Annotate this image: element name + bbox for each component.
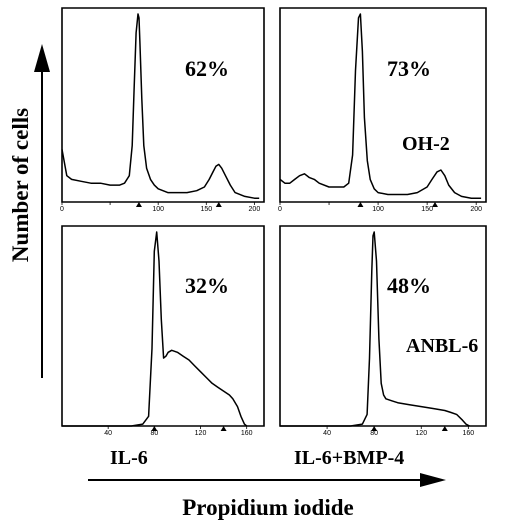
histogram-panel-top-right: 0 100 150 200	[278, 7, 487, 213]
y-axis-arrow	[34, 44, 50, 378]
peak-marker-triangle	[357, 202, 364, 207]
peak-marker-triangle	[371, 426, 378, 431]
x-axis-title: Propidium iodide	[182, 495, 353, 520]
histogram-panel-bottom-right: 40 80 120 160	[279, 225, 487, 437]
x-tick-label: 80	[370, 430, 378, 437]
x-tick-label: 120	[195, 430, 207, 437]
percent-label-bottom-right: 48%	[387, 273, 431, 298]
x-tick-label: 200	[470, 206, 482, 213]
x-tick-label: 160	[241, 430, 253, 437]
histogram-trace	[61, 13, 260, 199]
x-tick-label: 150	[200, 206, 212, 213]
condition-label-il6: IL-6	[110, 447, 148, 469]
peak-marker-triangle	[151, 426, 158, 431]
cell-line-label-anbl6: ANBL-6	[406, 335, 478, 357]
x-tick-label: 100	[152, 206, 164, 213]
histogram-trace	[62, 231, 248, 427]
x-tick-label: 40	[104, 430, 112, 437]
x-tick-label: 100	[372, 206, 384, 213]
condition-label-il6-bmp4: IL-6+BMP-4	[294, 447, 404, 469]
percent-label-top-left: 62%	[185, 56, 229, 81]
panel-frame	[61, 225, 265, 427]
panel-frame	[279, 225, 487, 427]
peak-marker-triangle	[441, 426, 448, 431]
cell-line-label-oh2: OH-2	[402, 133, 450, 155]
peak-marker-triangle	[431, 202, 438, 207]
percent-label-bottom-left: 32%	[185, 273, 229, 298]
histogram-panel-top-left: 0 100 150 200	[60, 7, 265, 213]
panel-frame	[61, 7, 265, 203]
x-tick-label: 120	[415, 430, 427, 437]
peak-marker-triangle	[220, 426, 227, 431]
histogram-trace	[280, 231, 470, 427]
panel-frame	[279, 7, 487, 203]
x-tick-label: 0	[278, 206, 282, 213]
peak-marker-triangle	[215, 202, 222, 207]
x-tick-label: 40	[323, 430, 331, 437]
x-tick-label: 0	[60, 206, 64, 213]
y-axis-title: Number of cells	[8, 108, 33, 262]
histogram-panel-bottom-left: 40 80 120 160	[61, 225, 265, 437]
x-tick-label: 160	[462, 430, 474, 437]
x-axis-arrow	[88, 473, 446, 487]
percent-label-top-right: 73%	[387, 56, 431, 81]
peak-marker-triangle	[135, 202, 142, 207]
x-tick-label: 150	[421, 206, 433, 213]
histogram-trace	[279, 13, 482, 199]
x-tick-label: 200	[249, 206, 261, 213]
x-tick-label: 80	[150, 430, 158, 437]
